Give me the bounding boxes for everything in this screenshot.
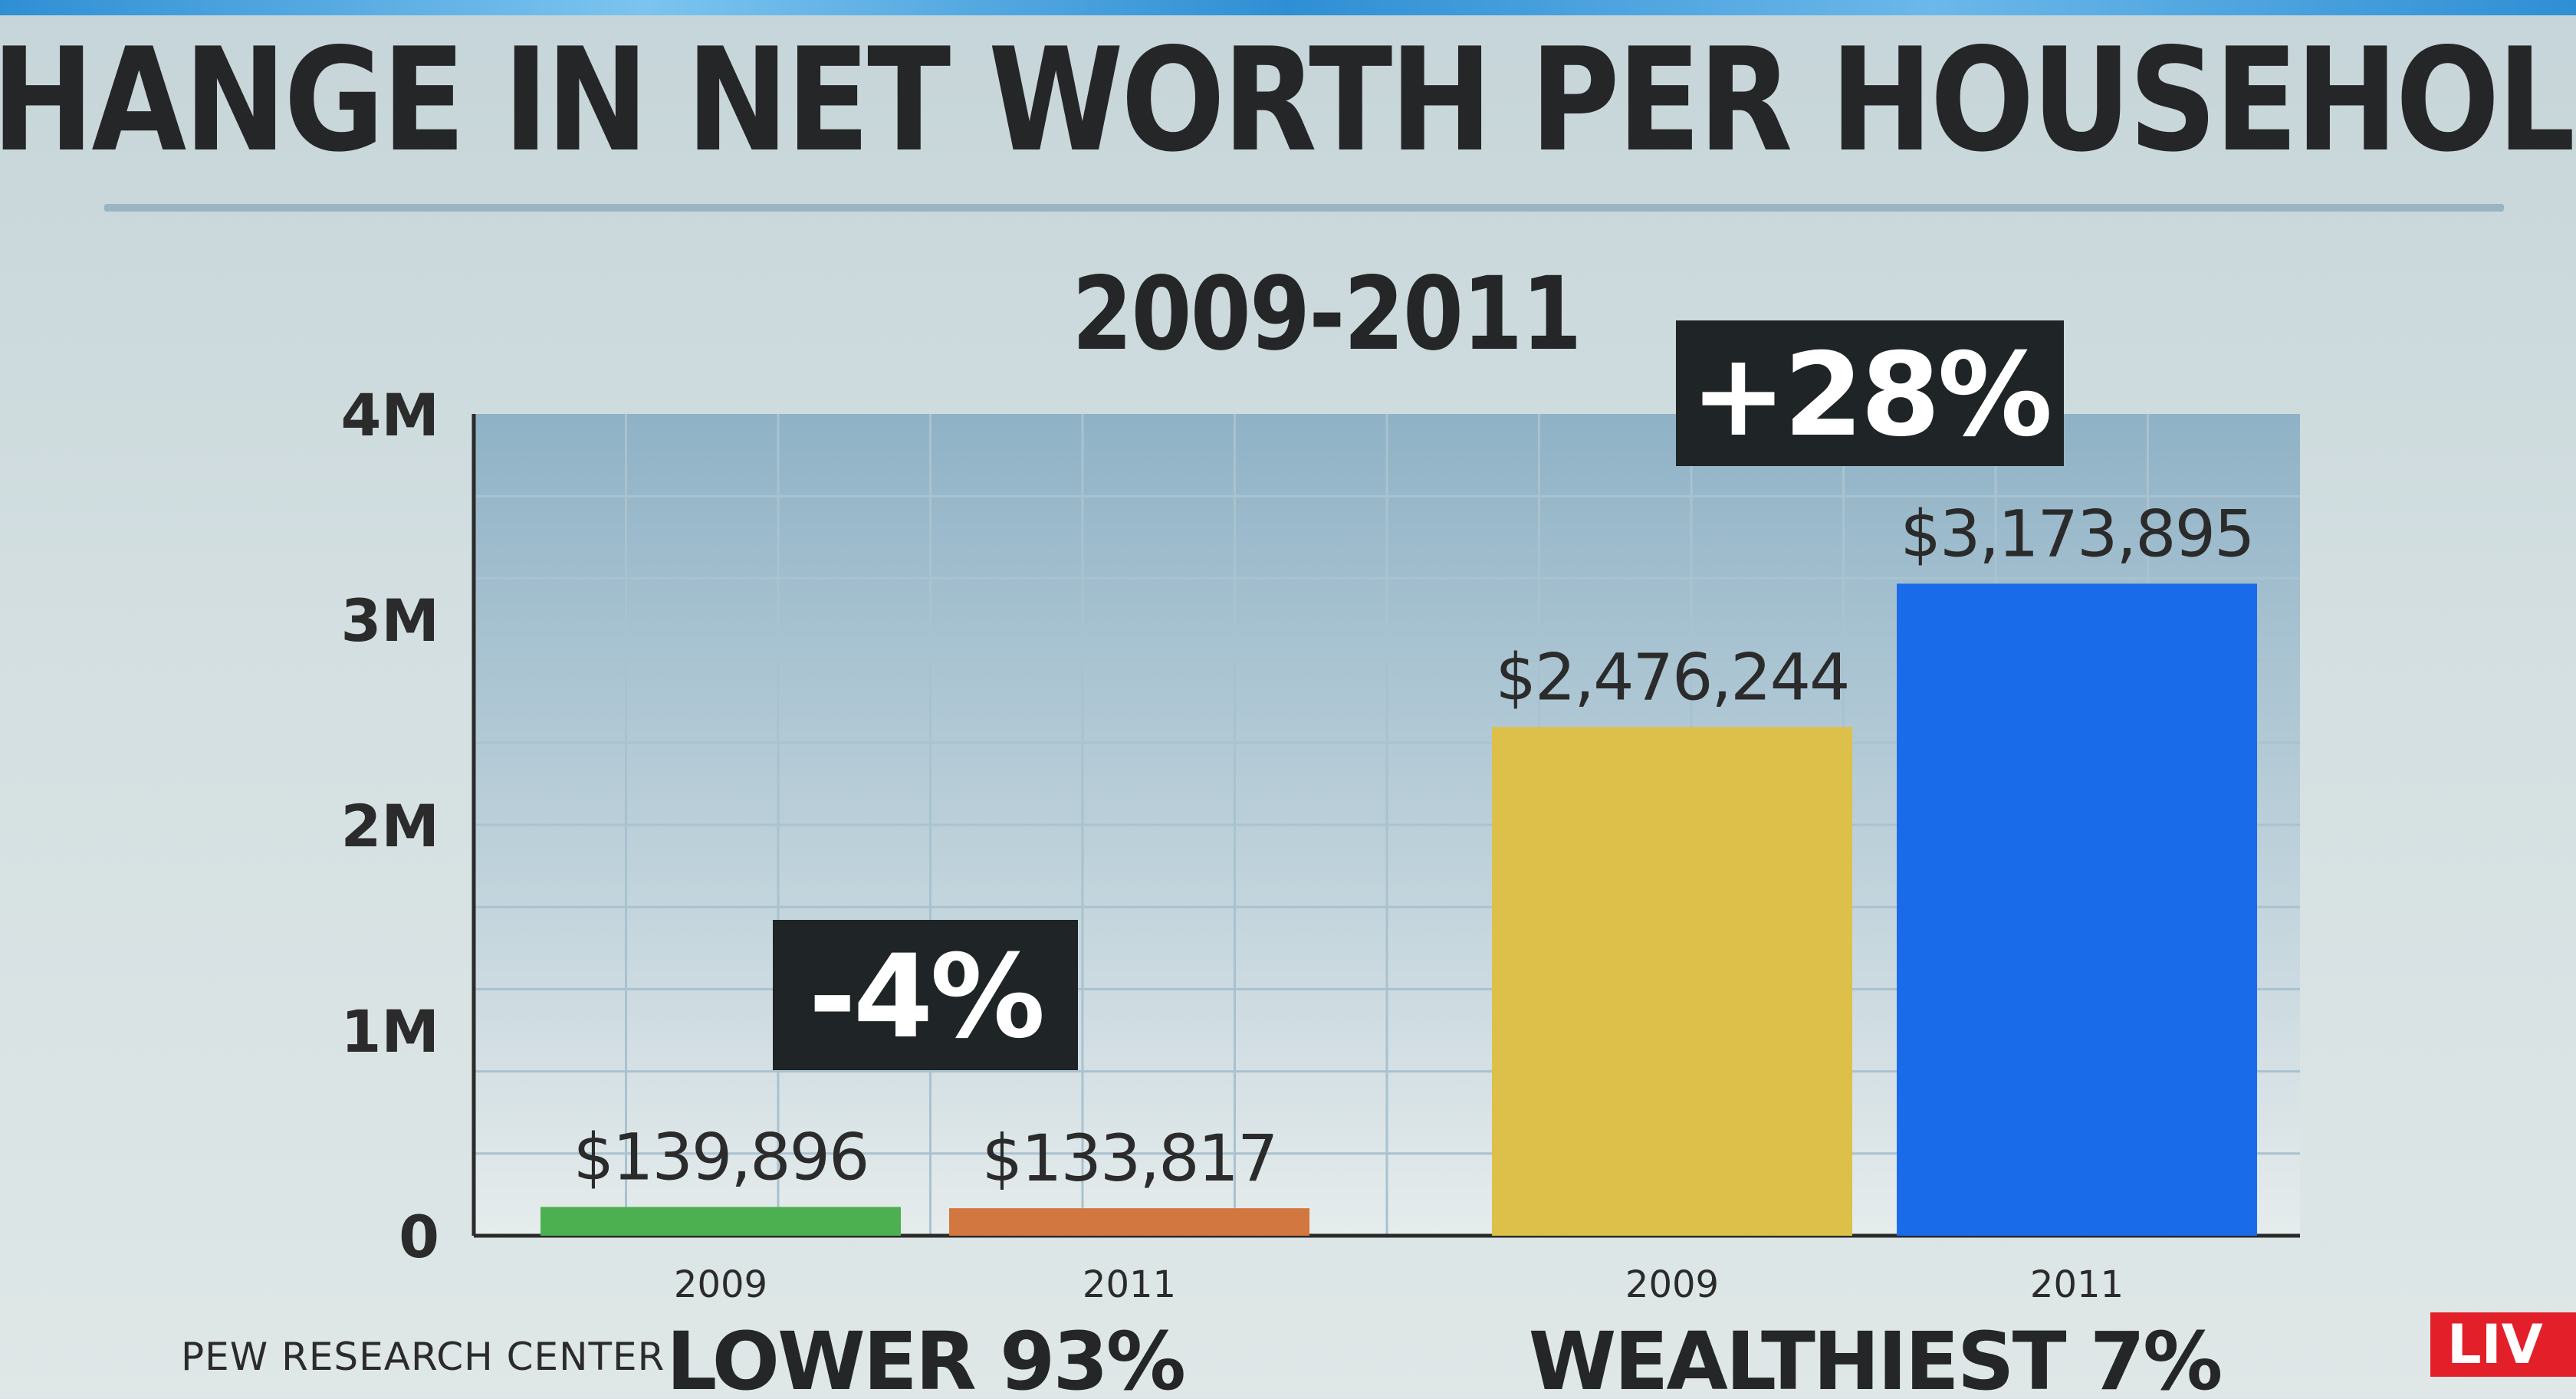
bar-value-label: $3,173,895 (1901, 496, 2254, 571)
change-badge (773, 920, 1078, 1070)
x-category-label: 2011 (1083, 1263, 1176, 1306)
y-tick-label: 3M (340, 586, 439, 655)
change-badge-label: -4% (809, 931, 1043, 1064)
chart-subtitle: 2009-2011 (1072, 255, 1582, 373)
live-badge: LIV (2430, 1312, 2576, 1377)
y-tick-label: 1M (340, 997, 439, 1066)
group-label: WEALTHIEST 7% (1529, 1315, 2221, 1399)
top-banner-strip (0, 0, 2576, 15)
x-category-label: 2011 (2030, 1263, 2124, 1306)
x-category-label: 2009 (674, 1263, 767, 1306)
x-category-label: 2009 (1625, 1263, 1719, 1306)
source-credit: PEW RESEARCH CENTER (181, 1335, 665, 1379)
bar-value-label: $133,817 (982, 1121, 1277, 1196)
bar-lower-2009 (540, 1207, 901, 1236)
bar-lower-2011 (949, 1208, 1309, 1236)
bar-wealthiest-2009 (1492, 727, 1852, 1236)
page-title: CHANGE IN NET WORTH PER HOUSEHOLD (0, 16, 2576, 183)
change-badge (1676, 320, 2064, 466)
change-badge-label: +28% (1691, 329, 2050, 462)
bar-value-label: $2,476,244 (1496, 639, 1849, 714)
group-label: LOWER 93% (666, 1315, 1184, 1399)
y-tick-label: 4M (340, 381, 439, 449)
y-tick-label: 0 (399, 1203, 439, 1271)
bar-value-label: $139,896 (573, 1120, 869, 1195)
title-divider (104, 204, 2504, 212)
y-tick-label: 2M (340, 792, 439, 860)
bar-wealthiest-2011 (1897, 583, 2257, 1236)
